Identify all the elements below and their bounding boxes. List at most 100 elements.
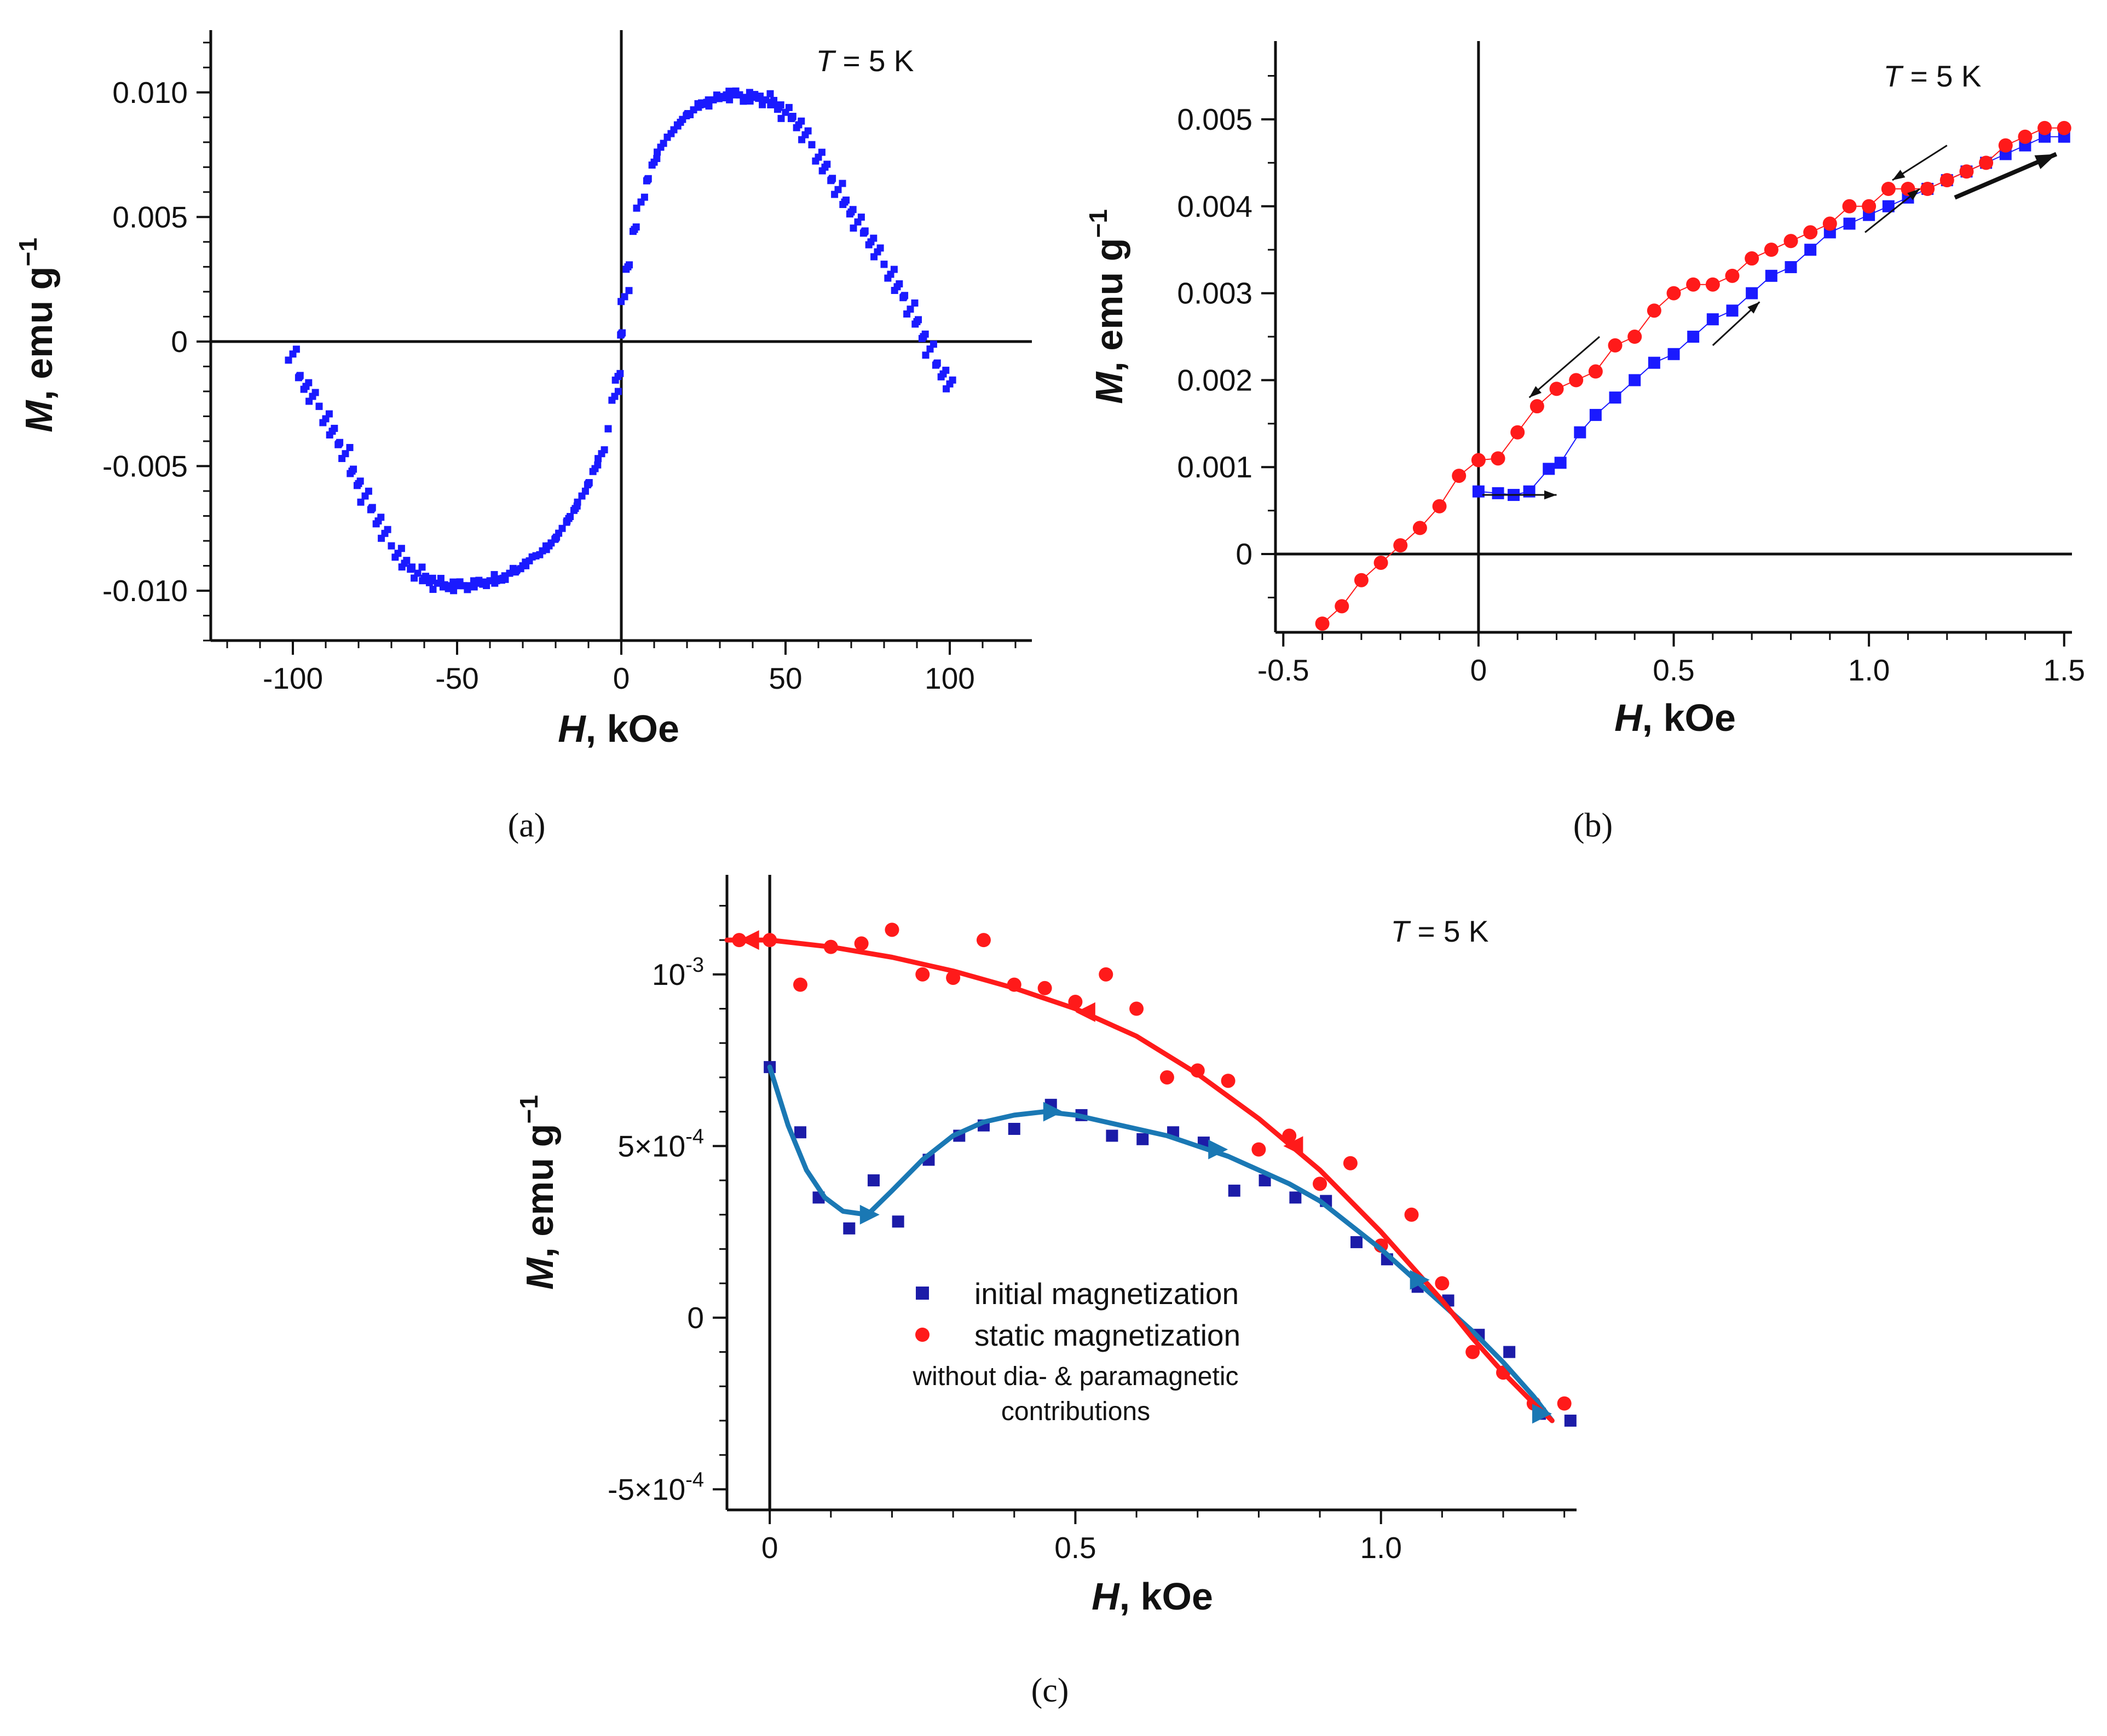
data-point — [777, 114, 785, 122]
data-point — [812, 157, 819, 165]
data-point — [464, 586, 471, 593]
data-point — [854, 936, 869, 951]
data-point — [1882, 200, 1895, 212]
data-point — [483, 582, 490, 590]
data-point — [654, 148, 661, 156]
data-point — [808, 141, 816, 148]
data-point — [437, 575, 445, 582]
data-point — [616, 370, 624, 377]
x-tick-label: 1.0 — [1360, 1531, 1401, 1565]
legend-note: without dia- & paramagnetic — [913, 1362, 1239, 1391]
legend-marker-circle — [915, 1328, 930, 1342]
data-point — [1998, 138, 2013, 153]
y-tick-label: -0.005 — [102, 449, 188, 483]
data-point — [388, 542, 395, 550]
data-point — [1529, 399, 1544, 414]
y-tick-label: 0.010 — [112, 76, 188, 109]
temperature-label: T = 5 K — [816, 44, 914, 78]
data-point — [942, 366, 950, 374]
data-point — [1726, 304, 1739, 317]
data-point — [300, 385, 308, 393]
data-point — [1881, 182, 1896, 196]
y-tick-label: 0 — [1236, 537, 1252, 571]
data-point — [1354, 573, 1369, 587]
y-tick-label: 0.005 — [112, 200, 188, 234]
data-point — [555, 529, 563, 537]
data-point — [773, 106, 781, 113]
data-point — [839, 180, 846, 187]
data-point — [567, 512, 574, 520]
data-point — [353, 482, 361, 489]
data-point — [581, 487, 589, 495]
curve-direction-head — [1283, 1136, 1303, 1156]
data-point — [418, 563, 426, 571]
data-point — [365, 487, 372, 495]
data-point — [861, 227, 869, 235]
data-point — [1136, 1133, 1149, 1145]
data-point — [884, 274, 892, 282]
legend-marker-square — [916, 1287, 929, 1300]
curve-direction-head — [739, 930, 759, 950]
legend: initial magnetization static magnetizatio… — [913, 1277, 1241, 1426]
y-tick-label: 0 — [687, 1301, 704, 1335]
curve-direction-head — [1075, 1002, 1095, 1022]
data-point — [1099, 967, 1113, 982]
data-point — [1373, 555, 1388, 570]
data-point — [1569, 373, 1584, 388]
data-point — [536, 551, 544, 558]
data-point — [1472, 485, 1485, 498]
data-point — [892, 1215, 904, 1228]
panel-a: -100 -50 0 50 100 -0.010 -0.005 0 0.005 0.010 H, k… — [14, 30, 1032, 750]
data-point — [407, 566, 414, 573]
data-point — [551, 535, 559, 543]
arrow-head — [1529, 386, 1542, 398]
data-point — [617, 298, 625, 305]
data-point — [842, 197, 850, 204]
data-point — [1803, 225, 1818, 240]
x-tick-label: 100 — [925, 661, 975, 695]
data-point — [785, 103, 793, 111]
data-point — [885, 922, 899, 937]
data-point — [648, 161, 656, 169]
data-point — [594, 461, 602, 469]
curve-direction-head — [859, 1204, 880, 1225]
data-point — [617, 331, 625, 339]
data-point — [843, 1222, 856, 1235]
data-point — [346, 443, 354, 451]
x-axis-title: H, kOe — [1092, 1575, 1213, 1618]
x-tick-label: 0 — [761, 1531, 778, 1565]
data-point — [1465, 1345, 1480, 1359]
data-point — [1492, 487, 1504, 499]
data-point — [614, 388, 622, 395]
data-point — [818, 148, 826, 156]
data-point — [880, 261, 888, 268]
y-tick-label: 0.004 — [1177, 189, 1252, 223]
data-point — [1667, 348, 1680, 360]
data-point — [911, 299, 919, 307]
data-point — [403, 557, 411, 564]
data-point — [384, 526, 391, 533]
x-tick-label: 0 — [613, 661, 630, 695]
data-point — [943, 385, 950, 393]
data-point — [891, 286, 898, 294]
data-point — [1589, 408, 1602, 421]
data-point — [1705, 277, 1720, 292]
data-point — [705, 102, 713, 110]
data-point — [1745, 251, 1759, 266]
arrow-head — [1544, 490, 1557, 500]
data-point — [391, 553, 399, 561]
data-point — [325, 410, 333, 418]
curve-direction-head — [1043, 1101, 1063, 1122]
data-point — [1289, 1191, 1302, 1204]
data-point — [1251, 1142, 1266, 1157]
data-point — [350, 465, 357, 473]
data-point — [1959, 164, 1974, 179]
curve-direction-head — [1532, 1404, 1552, 1424]
data-point — [1979, 155, 1994, 170]
x-tick-label: 0.5 — [1653, 653, 1694, 687]
data-point — [1129, 1001, 1144, 1016]
data-point — [1549, 382, 1564, 396]
x-tick-label: -100 — [263, 661, 323, 695]
data-point — [377, 514, 385, 521]
